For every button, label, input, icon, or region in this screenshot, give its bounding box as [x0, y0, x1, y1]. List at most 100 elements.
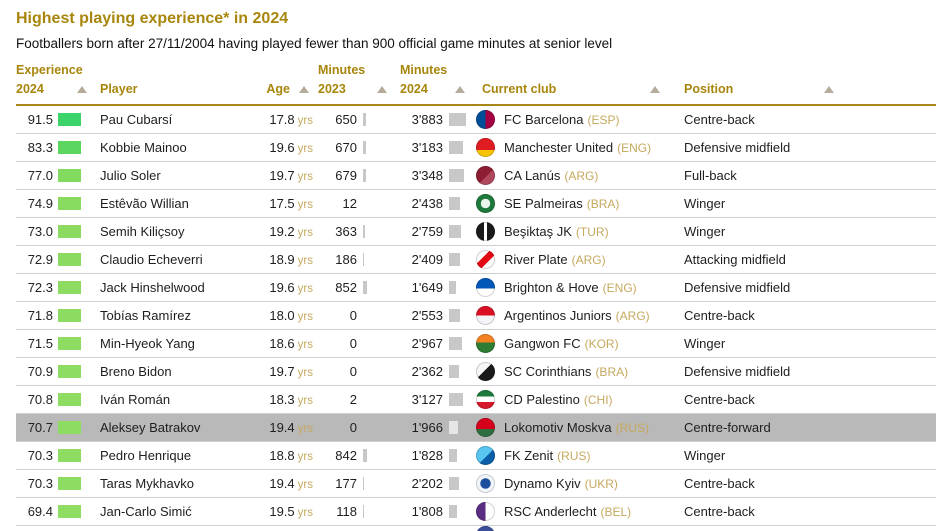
club-country-code: (ENG) — [617, 140, 652, 155]
table-row[interactable]: 70.9 Breno Bidon 19.7 yrs 0 2'362 SC Cor… — [16, 358, 936, 386]
minutes-2023-bar — [363, 281, 367, 294]
experience-value: 72.3 — [27, 280, 53, 295]
column-label: Player — [100, 82, 138, 96]
table-row[interactable]: 74.9 Estêvão Willian 17.5 yrs 12 2'438 S… — [16, 190, 936, 218]
minutes-2024-bar — [449, 505, 457, 518]
experience-bar — [58, 281, 81, 294]
club-cell: CA Lanús (ARG) — [473, 166, 678, 185]
age-unit-label: yrs — [297, 199, 313, 211]
column-label: 2023 — [318, 82, 346, 96]
column-header-experience-2024[interactable]: Experience 2024 — [16, 60, 95, 104]
minutes-2023-bar — [363, 477, 364, 490]
age-value: 19.7 — [269, 168, 295, 183]
experience-bar — [58, 197, 81, 210]
experience-value: 70.3 — [27, 476, 53, 491]
age-cell: 18.9 yrs — [255, 252, 315, 267]
player-name: Semih Kiliçsoy — [100, 224, 185, 239]
experience-bar — [58, 113, 81, 126]
club-country-code: (UKR) — [584, 476, 618, 491]
age-value: 18.0 — [269, 308, 295, 323]
club-country-code: (RUS) — [557, 448, 591, 463]
club-badge-icon — [476, 446, 495, 465]
club-country-code: (ARG) — [571, 252, 606, 267]
age-value: 19.6 — [269, 140, 295, 155]
minutes-2023-cell: 0 — [315, 420, 393, 435]
club-badge-icon — [476, 166, 495, 185]
player-name: Claudio Echeverri — [100, 252, 203, 267]
sort-ascending-icon[interactable] — [824, 86, 834, 93]
age-value: 19.5 — [269, 504, 295, 519]
age-unit-label: yrs — [297, 311, 313, 323]
age-value: 19.7 — [269, 364, 295, 379]
minutes-2023-value: 842 — [335, 448, 357, 463]
club-country-code: (RUS) — [615, 420, 649, 435]
club-name: FC Barcelona — [504, 112, 584, 127]
minutes-2023-cell: 2 — [315, 392, 393, 407]
club-name: Lokomotiv Moskva — [504, 420, 612, 435]
club-cell: FC Barcelona (ESP) — [473, 110, 678, 129]
column-header-minutes-2024[interactable]: Minutes 2024 — [393, 60, 473, 104]
minutes-2024-value: 2'409 — [411, 252, 443, 267]
sort-ascending-icon[interactable] — [377, 86, 387, 93]
age-cell: 19.2 yrs — [255, 224, 315, 239]
table-row[interactable]: 70.8 Iván Román 18.3 yrs 2 3'127 CD Pale… — [16, 386, 936, 414]
minutes-2023-cell: 679 — [315, 168, 393, 183]
minutes-2024-value: 3'183 — [411, 140, 443, 155]
table-row[interactable]: 83.3 Kobbie Mainoo 19.6 yrs 670 3'183 Ma… — [16, 134, 936, 162]
minutes-2024-value: 3'127 — [411, 392, 443, 407]
player-name: Estêvão Willian — [100, 196, 189, 211]
table-row[interactable]: 70.7 Aleksey Batrakov 19.4 yrs 0 1'966 L… — [16, 414, 936, 442]
table-row[interactable]: 91.5 Pau Cubarsí 17.8 yrs 650 3'883 FC B… — [16, 106, 936, 134]
table-row[interactable]: 72.9 Claudio Echeverri 18.9 yrs 186 2'40… — [16, 246, 936, 274]
age-unit-label: yrs — [297, 227, 313, 239]
age-value: 18.6 — [269, 336, 295, 351]
table-row[interactable]: 73.0 Semih Kiliçsoy 19.2 yrs 363 2'759 B… — [16, 218, 936, 246]
experience-bar-cell — [53, 281, 95, 294]
experience-bar-cell — [53, 393, 95, 406]
experience-value: 70.9 — [27, 364, 53, 379]
position-value: Centre-back — [684, 392, 755, 407]
minutes-2023-cell: 0 — [315, 308, 393, 323]
table-row[interactable]: 69.4 Jan-Carlo Simić 19.5 yrs 118 1'808 … — [16, 498, 936, 526]
sort-ascending-icon[interactable] — [299, 86, 309, 93]
club-country-code: (CHI) — [583, 392, 613, 407]
age-cell: 19.4 yrs — [255, 420, 315, 435]
minutes-2024-bar — [449, 449, 457, 462]
player-name: Pau Cubarsí — [100, 112, 173, 127]
club-badge-icon — [476, 250, 495, 269]
column-header-player[interactable]: Player — [95, 60, 255, 104]
table-row[interactable]: 70.3 Taras Mykhavko 19.4 yrs 177 2'202 D… — [16, 470, 936, 498]
experience-bar — [58, 449, 81, 462]
table-row[interactable]: 77.0 Julio Soler 19.7 yrs 679 3'348 CA L… — [16, 162, 936, 190]
column-header-position[interactable]: Position — [678, 60, 936, 104]
club-cell: Dynamo Kyiv (UKR) — [473, 474, 678, 493]
table-row[interactable]: 70.3 Pedro Henrique 18.8 yrs 842 1'828 F… — [16, 442, 936, 470]
experience-bar — [58, 505, 81, 518]
column-header-current-club[interactable]: Current club — [473, 60, 678, 104]
age-unit-label: yrs — [297, 171, 313, 183]
column-header-age[interactable]: Age — [255, 60, 315, 104]
minutes-2024-cell: 2'553 — [393, 308, 473, 323]
experience-bar-cell — [53, 365, 95, 378]
table-row[interactable]: 72.3 Jack Hinshelwood 19.6 yrs 852 1'649… — [16, 274, 936, 302]
table-row[interactable]: 71.5 Min-Hyeok Yang 18.6 yrs 0 2'967 Gan… — [16, 330, 936, 358]
minutes-2023-value: 186 — [335, 252, 357, 267]
club-badge-icon — [476, 278, 495, 297]
age-unit-label: yrs — [297, 339, 313, 351]
minutes-2023-value: 679 — [335, 168, 357, 183]
minutes-2024-bar — [449, 309, 461, 322]
minutes-2024-value: 1'808 — [411, 504, 443, 519]
club-country-code: (ARG) — [564, 168, 599, 183]
table-row[interactable]: 71.8 Tobías Ramírez 18.0 yrs 0 2'553 Arg… — [16, 302, 936, 330]
sort-ascending-icon[interactable] — [650, 86, 660, 93]
sort-ascending-icon[interactable] — [77, 86, 87, 93]
club-badge-icon — [476, 110, 495, 129]
column-header-minutes-2023[interactable]: Minutes 2023 — [315, 60, 393, 104]
minutes-2023-cell: 670 — [315, 140, 393, 155]
position-value: Winger — [684, 224, 726, 239]
sort-ascending-icon[interactable] — [455, 86, 465, 93]
experience-value: 77.0 — [27, 168, 53, 183]
experience-value: 73.0 — [27, 224, 53, 239]
experience-bar — [58, 365, 81, 378]
